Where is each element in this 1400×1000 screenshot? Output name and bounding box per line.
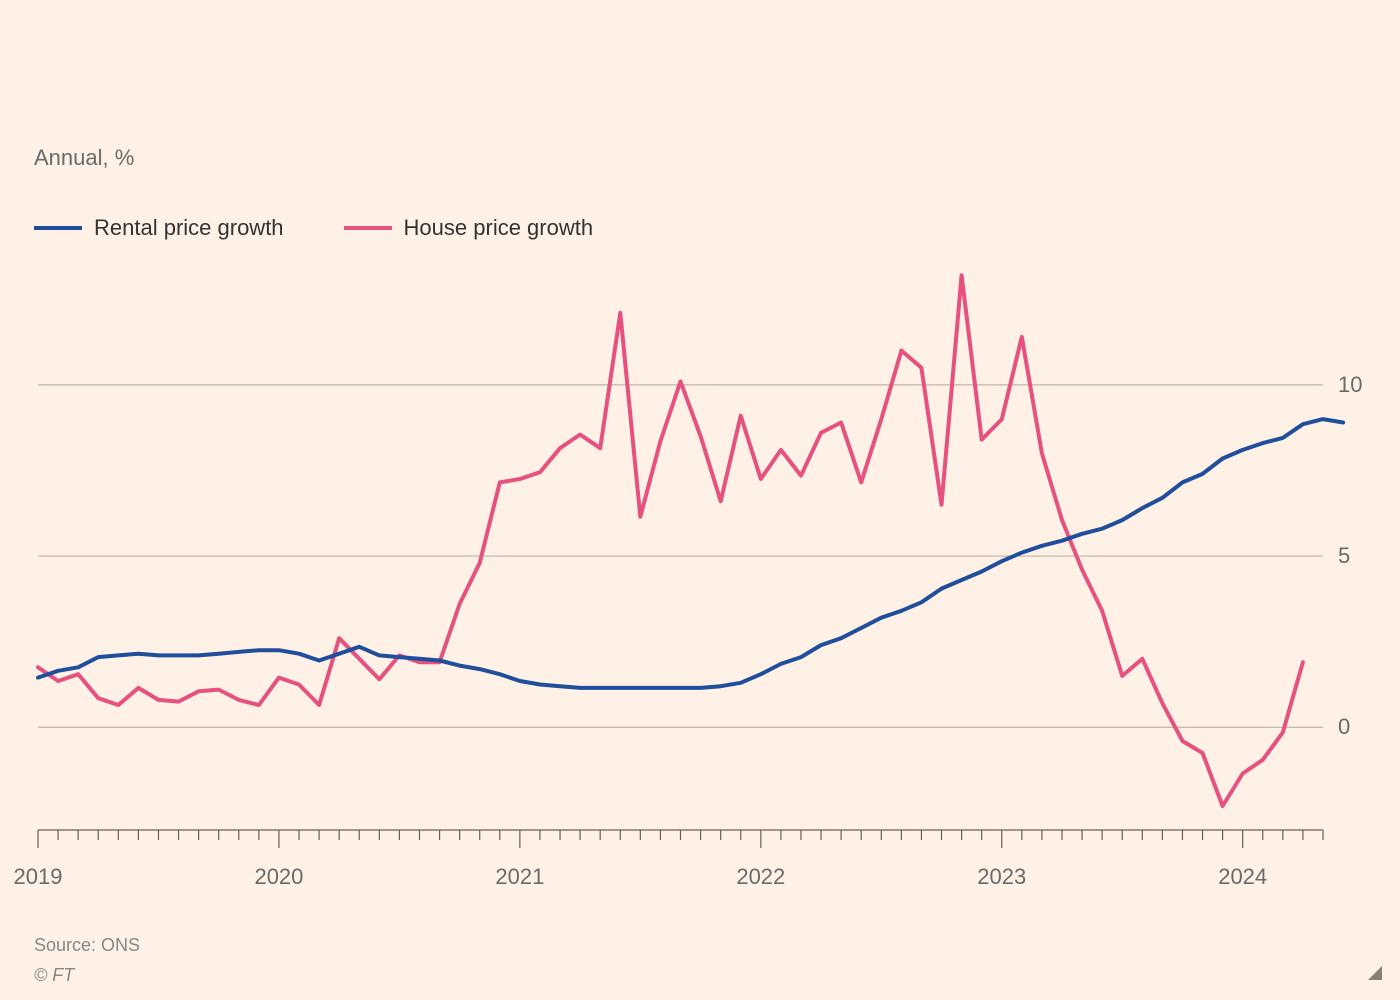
x-tick-label: 2023 [977, 864, 1026, 890]
x-tick-label: 2020 [254, 864, 303, 890]
x-tick-label: 2024 [1218, 864, 1267, 890]
y-tick-label: 10 [1338, 372, 1362, 398]
footer-source: Source: ONS [34, 935, 140, 956]
line-house [38, 275, 1303, 806]
x-tick-label: 2021 [495, 864, 544, 890]
x-tick-label: 2019 [14, 864, 63, 890]
footer-copyright: © FT [34, 965, 74, 986]
chart-plot [0, 0, 1400, 1000]
line-rental [38, 419, 1343, 688]
y-tick-label: 0 [1338, 714, 1350, 740]
chart-canvas: Annual, % Rental price growth House pric… [0, 0, 1400, 1000]
y-tick-label: 5 [1338, 543, 1350, 569]
x-tick-label: 2022 [736, 864, 785, 890]
resize-corner-icon [1368, 966, 1382, 980]
